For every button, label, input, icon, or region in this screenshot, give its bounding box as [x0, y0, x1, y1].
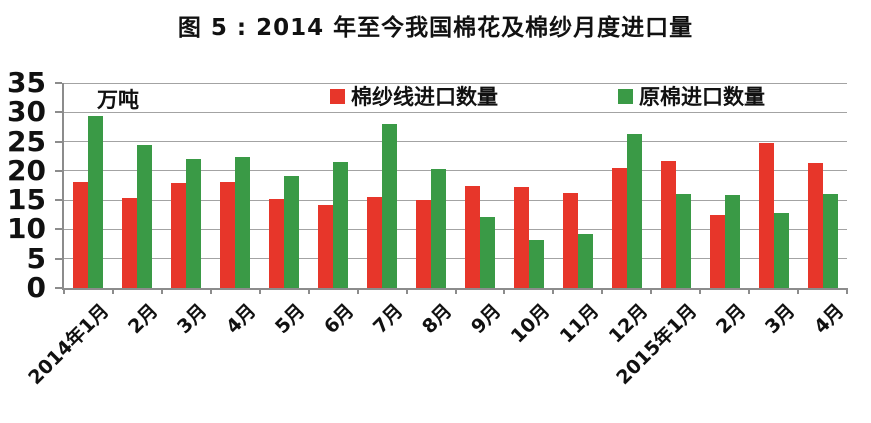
- bar-cotton-10月: [528, 239, 544, 288]
- y-tick-mark-0: [55, 287, 62, 289]
- x-tick-mark-12: [650, 288, 653, 294]
- x-tick-mark-1: [111, 288, 114, 294]
- x-tick-label-11月: 11月: [555, 299, 604, 348]
- bar-cotton-2月: [724, 194, 740, 288]
- gridline-y-5: [64, 258, 847, 260]
- x-tick-label-9月: 9月: [467, 299, 506, 339]
- bar-cotton-9月: [479, 216, 495, 288]
- x-tick-label-6月: 6月: [320, 299, 359, 339]
- x-tick-mark-2: [160, 288, 163, 294]
- chart-title: 图 5 : 2014 年至今我国棉花及棉纱月度进口量: [177, 15, 694, 41]
- x-tick-mark-4: [258, 288, 261, 294]
- x-tick-label-3月: 3月: [173, 299, 212, 339]
- bar-cotton-2015年1月: [675, 193, 691, 288]
- y-tick-mark-5: [55, 257, 62, 260]
- x-tick-mark-3: [209, 288, 212, 294]
- x-tick-label-4月: 4月: [222, 299, 261, 339]
- gridline-y-15: [64, 199, 847, 201]
- x-tick-mark-0: [63, 288, 65, 294]
- bar-cotton-6月: [333, 161, 349, 288]
- y-tick-mark-30: [55, 111, 62, 114]
- x-tick-label-3月: 3月: [760, 299, 799, 339]
- legend-swatch-cotton: [618, 88, 633, 104]
- legend-item-yarn: 棉纱线进口数量: [330, 84, 498, 109]
- legend-label-yarn: 棉纱线进口数量: [351, 85, 498, 109]
- bar-yarn-3月: [171, 183, 187, 288]
- y-tick-label-15: 15: [7, 183, 46, 217]
- legend-label-cotton: 原棉进口数量: [639, 85, 765, 109]
- x-tick-mark-5: [307, 288, 310, 294]
- x-tick-label-2月: 2月: [711, 299, 751, 339]
- bar-yarn-5月: [269, 198, 285, 288]
- bar-cotton-2月: [137, 144, 153, 288]
- bar-yarn-2015年1月: [660, 160, 676, 288]
- y-tick-mark-20: [55, 169, 62, 172]
- x-tick-mark-16: [846, 288, 848, 294]
- x-tick-mark-8: [454, 288, 457, 294]
- bar-cotton-8月: [431, 168, 447, 288]
- bar-cotton-4月: [235, 156, 251, 288]
- bar-cotton-11月: [577, 234, 593, 288]
- bar-cotton-12月: [626, 133, 642, 288]
- bar-yarn-2月: [122, 198, 138, 288]
- bar-yarn-12月: [611, 167, 627, 288]
- gridline-y-30: [64, 111, 847, 113]
- bar-yarn-2014年1月: [73, 182, 89, 288]
- x-tick-label-2月: 2月: [124, 299, 163, 339]
- x-tick-mark-15: [797, 288, 800, 294]
- x-tick-label-10月: 10月: [506, 299, 555, 348]
- x-tick-label-2014年1月: 2014年1月: [24, 299, 114, 390]
- x-tick-mark-7: [405, 288, 408, 294]
- gridline-y-25: [64, 141, 847, 143]
- bar-cotton-3月: [773, 213, 789, 288]
- y-tick-label-0: 0: [26, 271, 46, 304]
- bar-yarn-3月: [758, 142, 774, 288]
- x-tick-label-4月: 4月: [809, 299, 848, 339]
- bar-cotton-2014年1月: [88, 116, 104, 288]
- legend-item-cotton: 原棉进口数量: [618, 84, 765, 109]
- gridline-y-10: [64, 228, 847, 230]
- x-tick-mark-9: [503, 288, 506, 294]
- bar-yarn-4月: [220, 182, 236, 288]
- bar-cotton-3月: [186, 158, 202, 288]
- bar-yarn-11月: [562, 192, 578, 288]
- legend-swatch-yarn: [330, 88, 345, 104]
- y-tick-mark-35: [55, 82, 62, 84]
- bar-yarn-10月: [513, 186, 529, 288]
- y-axis-unit-label: 万吨: [97, 88, 139, 112]
- x-tick-mark-11: [601, 288, 604, 294]
- bar-yarn-4月: [807, 163, 823, 288]
- y-tick-mark-25: [55, 140, 62, 143]
- y-axis-labels: 0 5 10 15 20 25 30 35: [0, 69, 46, 302]
- bar-cotton-4月: [822, 194, 838, 288]
- bar-yarn-2月: [709, 215, 725, 288]
- gridline-y-20: [64, 170, 847, 172]
- y-tick-label-5: 5: [26, 241, 46, 275]
- y-tick-mark-15: [55, 199, 62, 202]
- x-tick-label-8月: 8月: [418, 299, 457, 339]
- y-tick-label-25: 25: [7, 124, 46, 158]
- bar-yarn-9月: [464, 186, 480, 288]
- x-tick-label-7月: 7月: [369, 299, 408, 339]
- plot-area: 万吨: [55, 82, 848, 294]
- y-tick-label-10: 10: [7, 212, 46, 246]
- y-tick-label-35: 35: [7, 66, 46, 99]
- y-tick-mark-10: [55, 228, 62, 231]
- x-tick-label-5月: 5月: [271, 299, 310, 339]
- y-tick-label-20: 20: [7, 153, 46, 187]
- x-tick-mark-6: [356, 288, 359, 294]
- bar-yarn-7月: [367, 196, 383, 288]
- x-tick-mark-10: [552, 288, 555, 294]
- x-tick-mark-14: [748, 288, 751, 294]
- bar-yarn-8月: [416, 200, 432, 288]
- bar-cotton-7月: [382, 124, 398, 288]
- y-tick-label-30: 30: [7, 95, 46, 129]
- gridline-y-35: [64, 82, 847, 84]
- bar-cotton-5月: [284, 175, 300, 288]
- x-tick-mark-13: [699, 288, 702, 294]
- bar-yarn-6月: [318, 205, 334, 288]
